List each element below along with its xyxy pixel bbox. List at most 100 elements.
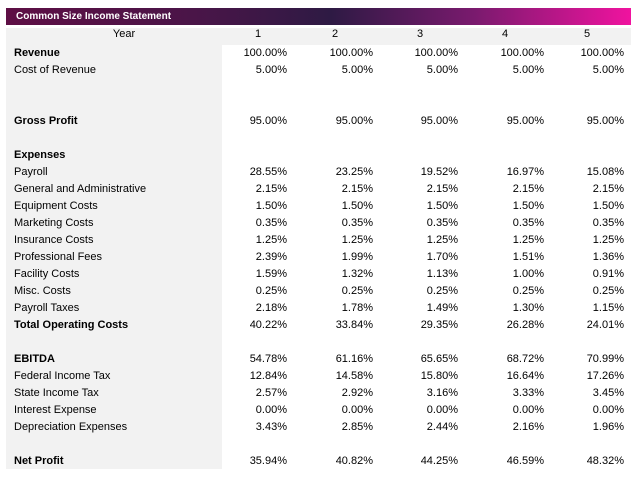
value-cell-year-2: 33.84% <box>335 319 373 331</box>
value-cell-year-1: 1.59% <box>255 268 287 280</box>
value-cell-year-5: 70.99% <box>586 353 624 365</box>
table-row: Expenses <box>6 147 631 164</box>
value-cell-year-3: 95.00% <box>420 115 458 127</box>
table-row: Total Operating Costs 40.22% 33.84% 29.35% 2… <box>6 317 631 334</box>
value-cell-year-3: 1.13% <box>426 268 458 280</box>
table-row: Revenue 100.00% 100.00% 100.00% 100.00% 100.0… <box>6 45 631 62</box>
row-label: Gross Profit <box>14 115 78 127</box>
table-row: Federal Income Tax 12.84% 14.58% 15.80% 16.6… <box>6 368 631 385</box>
table-row: Payroll Taxes 2.18% 1.78% 1.49% 1.30% 1.15% <box>6 300 631 317</box>
row-label: Depreciation Expenses <box>14 421 128 433</box>
row-label: Revenue <box>14 47 60 59</box>
table-row: Payroll 28.55% 23.25% 19.52% 16.97% 15.08% <box>6 164 631 181</box>
year-header-label: Year <box>112 28 136 40</box>
value-cell-year-3: 44.25% <box>420 455 458 467</box>
value-cell-year-1: 1.25% <box>255 234 287 246</box>
year-4-header: 4 <box>501 28 509 40</box>
value-cell-year-3: 1.25% <box>426 234 458 246</box>
value-cell-year-2: 1.25% <box>341 234 373 246</box>
value-cell-year-1: 35.94% <box>249 455 287 467</box>
value-cell-year-4: 1.30% <box>512 302 544 314</box>
value-cell-year-5: 1.25% <box>592 234 624 246</box>
table-row: Facility Costs 1.59% 1.32% 1.13% 1.00% 0.91% <box>6 266 631 283</box>
value-cell-year-4: 1.25% <box>512 234 544 246</box>
value-cell-year-5: 2.15% <box>592 183 624 195</box>
value-cell-year-2: 14.58% <box>335 370 373 382</box>
value-cell-year-5: 1.36% <box>592 251 624 263</box>
value-cell-year-2: 100.00% <box>329 47 373 59</box>
value-cell-year-3: 0.25% <box>426 285 458 297</box>
value-cell-year-2: 95.00% <box>335 115 373 127</box>
value-cell-year-4: 26.28% <box>506 319 544 331</box>
value-cell-year-2: 5.00% <box>341 64 373 76</box>
row-label: State Income Tax <box>14 387 99 399</box>
value-cell-year-1: 0.35% <box>255 217 287 229</box>
value-cell-year-3: 1.49% <box>426 302 458 314</box>
value-cell-year-2: 2.85% <box>341 421 373 433</box>
value-cell-year-2: 1.78% <box>341 302 373 314</box>
header-row: Year 1 2 3 4 5 <box>6 28 631 45</box>
value-cell-year-3: 0.00% <box>426 404 458 416</box>
value-cell-year-2: 1.99% <box>341 251 373 263</box>
value-cell-year-5: 100.00% <box>580 47 624 59</box>
row-label: EBITDA <box>14 353 55 365</box>
row-label: Cost of Revenue <box>14 64 96 76</box>
year-2-header: 2 <box>331 28 339 40</box>
value-cell-year-1: 2.39% <box>255 251 287 263</box>
value-cell-year-3: 3.16% <box>426 387 458 399</box>
label-column <box>6 45 222 469</box>
value-cell-year-2: 0.00% <box>341 404 373 416</box>
row-label: Equipment Costs <box>14 200 98 212</box>
row-label: Net Profit <box>14 455 64 467</box>
row-label: Misc. Costs <box>14 285 71 297</box>
value-cell-year-2: 61.16% <box>335 353 373 365</box>
value-cell-year-3: 0.35% <box>426 217 458 229</box>
value-cell-year-1: 100.00% <box>243 47 287 59</box>
row-label: Marketing Costs <box>14 217 94 229</box>
value-cell-year-5: 0.00% <box>592 404 624 416</box>
table-row: EBITDA 54.78% 61.16% 65.65% 68.72% 70.99% <box>6 351 631 368</box>
value-cell-year-3: 1.50% <box>426 200 458 212</box>
value-cell-year-4: 46.59% <box>506 455 544 467</box>
value-cell-year-4: 1.51% <box>512 251 544 263</box>
table-row: Interest Expense 0.00% 0.00% 0.00% 0.00% 0.00… <box>6 402 631 419</box>
value-cell-year-5: 1.15% <box>592 302 624 314</box>
table-row: Cost of Revenue 5.00% 5.00% 5.00% 5.00% 5.00% <box>6 62 631 79</box>
value-cell-year-1: 0.00% <box>255 404 287 416</box>
value-cell-year-4: 16.64% <box>506 370 544 382</box>
row-label: Payroll <box>14 166 48 178</box>
value-cell-year-2: 0.25% <box>341 285 373 297</box>
value-cell-year-5: 17.26% <box>586 370 624 382</box>
value-cell-year-5: 0.91% <box>592 268 624 280</box>
value-cell-year-5: 5.00% <box>592 64 624 76</box>
table-row: State Income Tax 2.57% 2.92% 3.16% 3.33% 3.45… <box>6 385 631 402</box>
table-row: Depreciation Expenses 3.43% 2.85% 2.44% 2.16… <box>6 419 631 436</box>
value-cell-year-2: 2.15% <box>341 183 373 195</box>
value-cell-year-4: 0.35% <box>512 217 544 229</box>
value-cell-year-4: 16.97% <box>506 166 544 178</box>
value-cell-year-4: 3.33% <box>512 387 544 399</box>
value-cell-year-5: 1.96% <box>592 421 624 433</box>
value-cell-year-5: 15.08% <box>586 166 624 178</box>
value-cell-year-3: 65.65% <box>420 353 458 365</box>
value-cell-year-1: 1.50% <box>255 200 287 212</box>
value-cell-year-3: 15.80% <box>420 370 458 382</box>
value-cell-year-1: 95.00% <box>249 115 287 127</box>
row-label: Payroll Taxes <box>14 302 80 314</box>
value-cell-year-4: 68.72% <box>506 353 544 365</box>
value-cell-year-3: 29.35% <box>420 319 458 331</box>
value-cell-year-5: 1.50% <box>592 200 624 212</box>
value-cell-year-4: 95.00% <box>506 115 544 127</box>
value-cell-year-3: 19.52% <box>420 166 458 178</box>
value-cell-year-1: 0.25% <box>255 285 287 297</box>
row-label: Expenses <box>14 149 66 161</box>
value-cell-year-4: 100.00% <box>500 47 544 59</box>
value-cell-year-3: 5.00% <box>426 64 458 76</box>
row-label: Total Operating Costs <box>14 319 129 331</box>
row-label: General and Administrative <box>14 183 147 195</box>
value-cell-year-5: 0.25% <box>592 285 624 297</box>
value-cell-year-1: 54.78% <box>249 353 287 365</box>
value-cell-year-5: 3.45% <box>592 387 624 399</box>
value-cell-year-5: 95.00% <box>586 115 624 127</box>
row-label: Professional Fees <box>14 251 103 263</box>
